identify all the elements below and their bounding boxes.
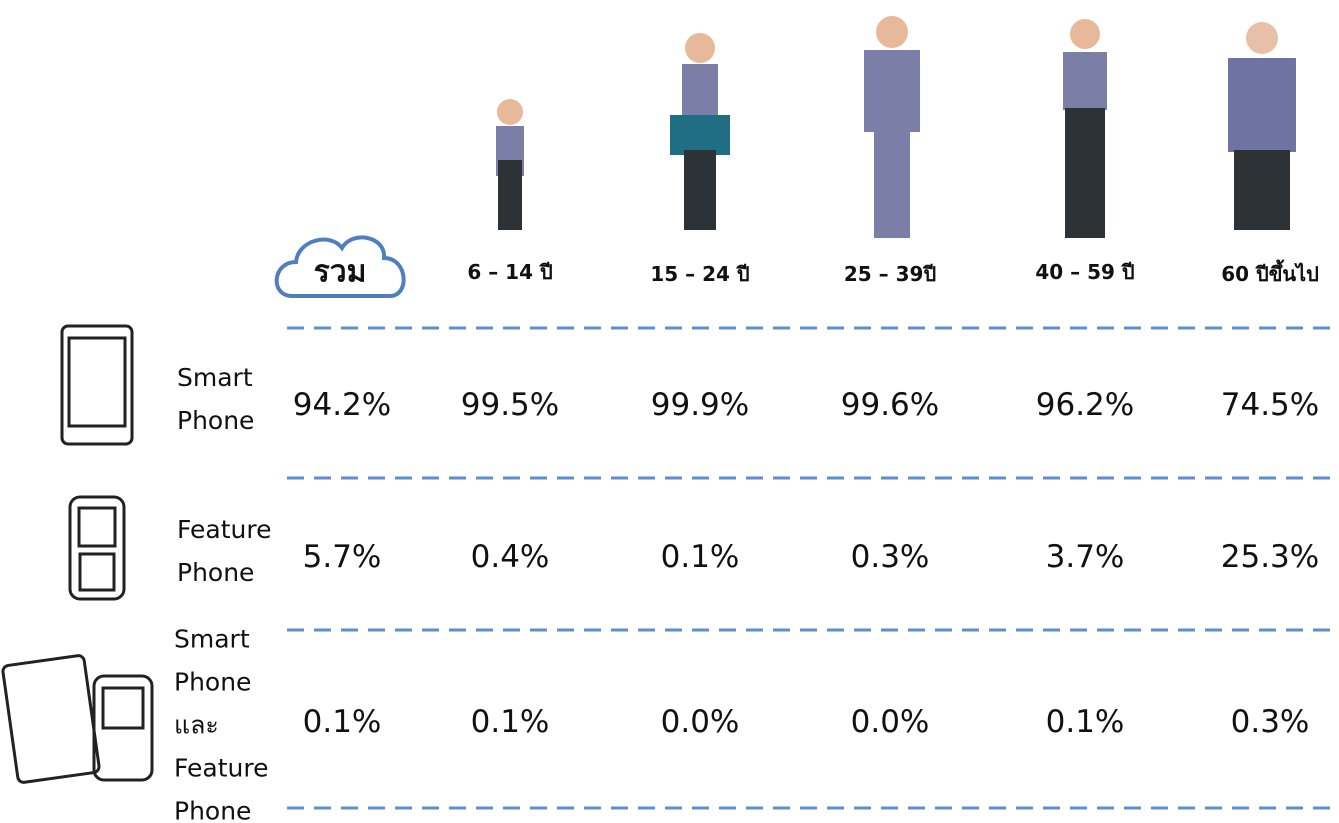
cell-value: 5.7% [303, 539, 382, 575]
cell-value: 0.0% [661, 704, 740, 740]
cell-value: 25.3% [1221, 539, 1319, 575]
phone-icons [2, 326, 152, 783]
cell-value: 0.4% [471, 539, 550, 575]
row-label: Smart Phone [177, 356, 254, 442]
cell-value: 0.1% [1046, 704, 1125, 740]
row-label: Smart Phone และ Feature Phone [174, 618, 268, 823]
column-header: 25 – 39ปี [844, 258, 936, 290]
cell-value: 99.5% [461, 387, 559, 423]
cell-value: 0.1% [303, 704, 382, 740]
cell-value: 99.9% [651, 387, 749, 423]
cell-value: 0.3% [851, 539, 930, 575]
column-header: 60 ปีขึ้นไป [1221, 258, 1319, 290]
row-label: Feature Phone [177, 508, 271, 594]
cell-value: 0.1% [471, 704, 550, 740]
cell-value: 94.2% [293, 387, 391, 423]
cell-value: 99.6% [841, 387, 939, 423]
cell-value: 0.0% [851, 704, 930, 740]
column-header: 40 – 59 ปี [1035, 256, 1134, 288]
cell-value: 96.2% [1036, 387, 1134, 423]
dividers [287, 328, 1339, 808]
cell-value: 74.5% [1221, 387, 1319, 423]
cell-value: 0.1% [661, 539, 740, 575]
cell-value: 0.3% [1231, 704, 1310, 740]
column-header: 15 – 24 ปี [650, 258, 749, 290]
column-header: 6 – 14 ปี [467, 256, 552, 288]
cell-value: 3.7% [1046, 539, 1125, 575]
infographic: รวม 6 – 14 ปี 15 – 24 ปี 25 – 39ปี 40 – 59 ป… [0, 0, 1339, 823]
column-header: รวม [314, 249, 367, 296]
people [496, 16, 1296, 238]
